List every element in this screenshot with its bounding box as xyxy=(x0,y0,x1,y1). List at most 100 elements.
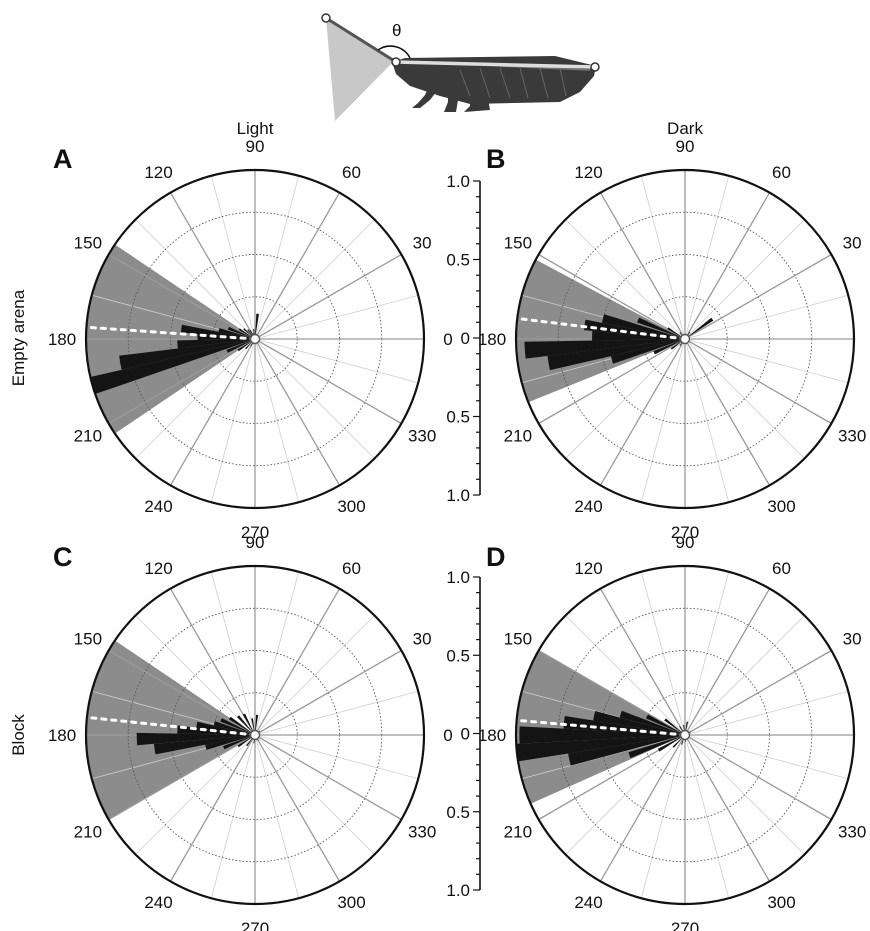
angle-tick-330: 330 xyxy=(838,823,866,842)
histogram-bar xyxy=(228,716,255,735)
angle-tick-180: 180 xyxy=(48,330,76,349)
angle-tick-30: 30 xyxy=(413,234,432,253)
angle-tick-90: 90 xyxy=(676,137,695,156)
angle-tick-0: 0 xyxy=(443,726,452,745)
angle-tick-90: 90 xyxy=(246,137,265,156)
angle-tick-210: 210 xyxy=(74,823,102,842)
histogram-bar xyxy=(547,339,685,371)
histogram-bar xyxy=(237,715,255,735)
major-spoke xyxy=(538,649,686,736)
angle-tick-180: 180 xyxy=(478,330,506,349)
major-spoke xyxy=(254,649,402,736)
minor-spoke xyxy=(254,571,300,736)
histogram-bar xyxy=(637,317,685,339)
angle-symbol: θ xyxy=(392,21,401,40)
minor-spoke xyxy=(684,338,805,459)
minor-spoke xyxy=(254,219,375,340)
histogram-bar xyxy=(619,710,685,735)
histogram-bar xyxy=(664,718,685,735)
column-title-light: Light xyxy=(237,119,274,138)
center-marker xyxy=(679,333,691,345)
angle-tick-330: 330 xyxy=(408,427,436,446)
minor-spoke xyxy=(684,175,730,340)
minor-spoke xyxy=(684,219,805,340)
scale-label: 0.5 xyxy=(446,803,470,822)
outer-circle xyxy=(84,168,426,510)
major-spoke xyxy=(599,734,686,882)
histogram-bar xyxy=(583,319,685,339)
row-title-empty-arena: Empty arena xyxy=(9,289,28,386)
major-spoke xyxy=(254,734,402,821)
antenna-tip-marker xyxy=(321,13,331,23)
major-spoke xyxy=(684,338,832,425)
minor-spoke xyxy=(684,615,805,736)
histogram-bar xyxy=(524,339,685,359)
major-spoke xyxy=(538,338,686,425)
major-spoke xyxy=(254,338,341,486)
angle-tick-120: 120 xyxy=(574,163,602,182)
major-spoke xyxy=(684,734,771,882)
center-marker xyxy=(249,729,261,741)
angle-tick-30: 30 xyxy=(843,630,862,649)
angle-tick-330: 330 xyxy=(408,823,436,842)
angle-tick-60: 60 xyxy=(772,559,791,578)
minor-spoke xyxy=(565,734,686,855)
center-marker xyxy=(249,333,261,345)
mean-direction-line xyxy=(515,718,687,737)
histogram-bar xyxy=(136,732,255,746)
outer-circle xyxy=(84,564,426,906)
angle-tick-270: 270 xyxy=(241,523,269,542)
histogram-bar xyxy=(226,339,255,353)
histogram-bar xyxy=(220,718,255,735)
mean-direction-line xyxy=(85,715,257,737)
angle-tick-210: 210 xyxy=(504,823,532,842)
histogram-bar xyxy=(213,721,255,735)
histogram-bar xyxy=(568,735,685,766)
minor-spoke xyxy=(254,734,375,855)
scale-label: 1.0 xyxy=(446,172,470,191)
angle-tick-300: 300 xyxy=(767,893,795,912)
angle-tick-60: 60 xyxy=(342,163,361,182)
angle-tick-90: 90 xyxy=(246,533,265,552)
major-spoke xyxy=(684,192,771,340)
major-spoke xyxy=(254,588,341,736)
head-marker xyxy=(391,57,401,67)
histogram-bar xyxy=(653,339,685,355)
column-title-dark: Dark xyxy=(667,119,703,138)
major-spoke xyxy=(684,338,771,486)
major-spoke xyxy=(538,253,686,340)
histogram-bar xyxy=(90,339,256,395)
minor-spoke xyxy=(254,175,300,340)
major-spoke xyxy=(599,192,686,340)
histogram-bar xyxy=(628,735,685,759)
scale-label: 0.5 xyxy=(446,251,470,270)
major-spoke xyxy=(254,253,402,340)
mean-direction-line xyxy=(84,325,257,341)
histogram-bar xyxy=(237,339,255,352)
histogram-bar xyxy=(205,735,255,750)
angle-tick-270: 270 xyxy=(241,919,269,931)
major-spoke xyxy=(169,588,256,736)
angle-tick-90: 90 xyxy=(676,533,695,552)
tail-marker xyxy=(590,62,600,72)
minor-spoke xyxy=(254,338,375,459)
minor-spoke xyxy=(135,338,256,459)
histogram-bar xyxy=(119,339,255,370)
angle-tick-150: 150 xyxy=(504,234,532,253)
angle-tick-300: 300 xyxy=(767,497,795,516)
panel-letter-c: C xyxy=(53,542,73,572)
histogram-bar xyxy=(516,735,685,762)
radial-scale-bottom: 1.0 0.5 0 0.5 1.0 xyxy=(446,568,481,900)
major-spoke xyxy=(169,734,256,882)
angle-tick-240: 240 xyxy=(144,893,172,912)
locust-schematic: θ xyxy=(321,13,600,121)
histogram-bar xyxy=(685,317,714,339)
minor-spoke xyxy=(135,219,256,340)
minor-spoke xyxy=(684,571,730,736)
minor-spoke xyxy=(684,734,805,855)
major-spoke xyxy=(254,192,341,340)
minor-spoke xyxy=(684,338,730,503)
histogram-bar xyxy=(667,327,685,339)
